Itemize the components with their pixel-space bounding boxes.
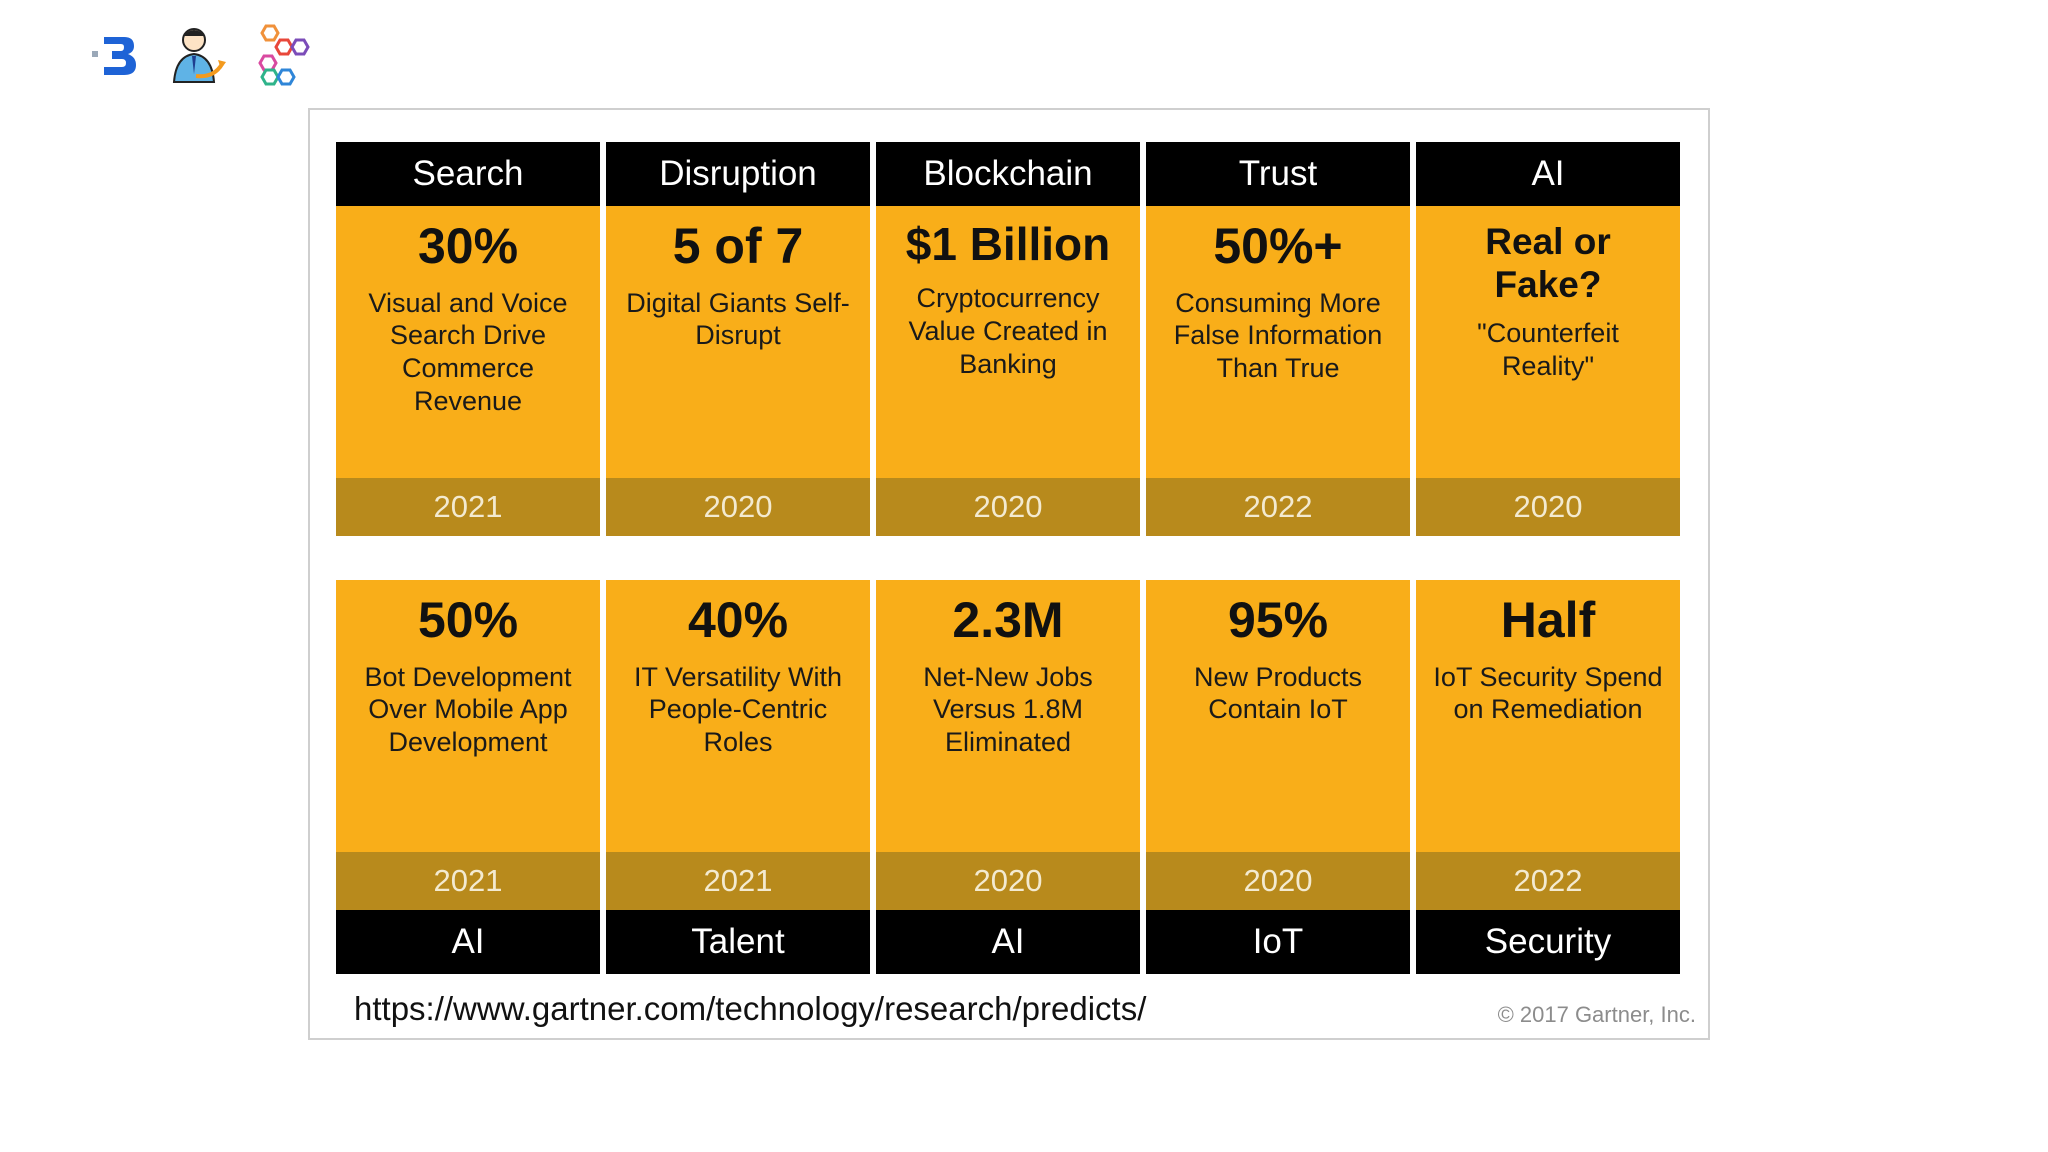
- prediction-card: 40% IT Versatility With People-Centric R…: [606, 580, 870, 974]
- copyright-notice: © 2017 Gartner, Inc.: [1497, 1002, 1696, 1027]
- category-label: AI: [876, 910, 1140, 974]
- stat-description: New Products Contain IoT: [1193, 661, 1363, 725]
- hexagon-cluster-icon: [258, 24, 310, 86]
- stat-value: 50%: [417, 592, 519, 648]
- prediction-card: Half IoT Security Spend on Remediation 2…: [1416, 580, 1680, 974]
- stat-value: 5 of 7: [672, 218, 804, 274]
- prediction-card: Disruption 5 of 7 Digital Giants Self-Di…: [606, 142, 870, 536]
- stat-description: IoT Security Spend on Remediation: [1433, 661, 1663, 725]
- stat-description: Digital Giants Self-Disrupt: [626, 287, 850, 351]
- prediction-card: 95% New Products Contain IoT 2020 IoT: [1146, 580, 1410, 974]
- card-body: 50% Bot Development Over Mobile App Deve…: [336, 580, 600, 852]
- card-body: Half IoT Security Spend on Remediation: [1416, 580, 1680, 852]
- bottom-prediction-row: 50% Bot Development Over Mobile App Deve…: [336, 580, 1680, 974]
- category-label: Search: [336, 142, 600, 206]
- year-label: 2021: [336, 852, 600, 910]
- source-url: https://www.gartner.com/technology/resea…: [354, 990, 1147, 1027]
- stat-value: 2.3M: [952, 592, 1064, 648]
- year-label: 2020: [606, 478, 870, 536]
- year-label: 2021: [606, 852, 870, 910]
- card-body: Real or Fake? "Counterfeit Reality": [1416, 206, 1680, 478]
- year-label: 2022: [1146, 478, 1410, 536]
- category-label: AI: [336, 910, 600, 974]
- stat-description: Net-New Jobs Versus 1.8M Eliminated: [923, 661, 1093, 758]
- prediction-card: 2.3M Net-New Jobs Versus 1.8M Eliminated…: [876, 580, 1140, 974]
- prediction-card: AI Real or Fake? "Counterfeit Reality" 2…: [1416, 142, 1680, 536]
- person-growth-icon: [172, 28, 226, 83]
- card-body: 5 of 7 Digital Giants Self-Disrupt: [606, 206, 870, 478]
- card-body: 50%+ Consuming More False Information Th…: [1146, 206, 1410, 478]
- stat-description: Visual and Voice Search Drive Commerce R…: [368, 287, 568, 417]
- stat-value: 40%: [687, 592, 789, 648]
- predictions-panel: Search 30% Visual and Voice Search Drive…: [308, 108, 1710, 1040]
- year-label: 2020: [1146, 852, 1410, 910]
- prediction-card: Search 30% Visual and Voice Search Drive…: [336, 142, 600, 536]
- year-label: 2021: [336, 478, 600, 536]
- top-prediction-row: Search 30% Visual and Voice Search Drive…: [336, 142, 1680, 536]
- category-label: AI: [1416, 142, 1680, 206]
- card-body: 2.3M Net-New Jobs Versus 1.8M Eliminated: [876, 580, 1140, 852]
- category-label: Disruption: [606, 142, 870, 206]
- prediction-card: Blockchain $1 Billion Cryptocurrency Val…: [876, 142, 1140, 536]
- year-label: 2020: [1416, 478, 1680, 536]
- stat-value: Real or Fake?: [1485, 221, 1611, 306]
- stat-description: Cryptocurrency Value Created in Banking: [908, 283, 1108, 380]
- stat-value: $1 Billion: [905, 218, 1111, 270]
- card-body: $1 Billion Cryptocurrency Value Created …: [876, 206, 1140, 478]
- year-label: 2020: [876, 852, 1140, 910]
- card-body: 95% New Products Contain IoT: [1146, 580, 1410, 852]
- stat-value: 50%+: [1213, 218, 1343, 274]
- category-label: Blockchain: [876, 142, 1140, 206]
- stat-description: "Counterfeit Reality": [1477, 317, 1619, 381]
- category-label: Security: [1416, 910, 1680, 974]
- prediction-card: Trust 50%+ Consuming More False Informat…: [1146, 142, 1410, 536]
- card-body: 30% Visual and Voice Search Drive Commer…: [336, 206, 600, 478]
- card-body: 40% IT Versatility With People-Centric R…: [606, 580, 870, 852]
- year-label: 2022: [1416, 852, 1680, 910]
- category-label: Trust: [1146, 142, 1410, 206]
- logo-bar: [90, 20, 314, 90]
- prediction-card: 50% Bot Development Over Mobile App Deve…: [336, 580, 600, 974]
- category-label: Talent: [606, 910, 870, 974]
- stat-value: 95%: [1227, 592, 1329, 648]
- year-label: 2020: [876, 478, 1140, 536]
- logo-b-icon: [92, 37, 136, 75]
- stat-description: Consuming More False Information Than Tr…: [1173, 287, 1383, 384]
- category-label: IoT: [1146, 910, 1410, 974]
- stat-description: Bot Development Over Mobile App Developm…: [364, 661, 572, 758]
- stat-description: IT Versatility With People-Centric Roles: [633, 661, 843, 758]
- stat-value: Half: [1500, 592, 1596, 648]
- stat-value: 30%: [417, 218, 519, 274]
